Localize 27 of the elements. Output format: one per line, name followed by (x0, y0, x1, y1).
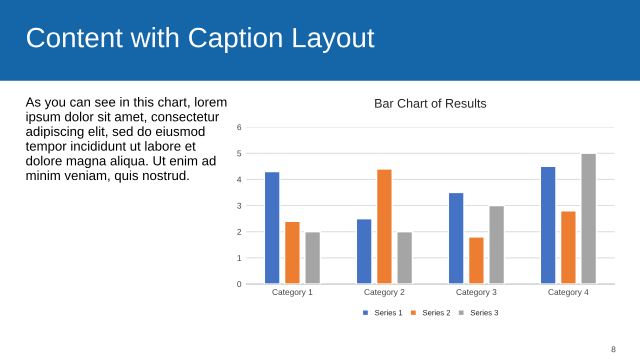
bar (264, 170, 281, 284)
bar (560, 210, 577, 284)
text: 8 (612, 346, 616, 352)
x-tick-label: Category 1 (272, 289, 312, 297)
y-tick-label: 4 (237, 176, 242, 182)
y-tick-label: 2 (237, 228, 242, 235)
bar (304, 231, 322, 284)
bar (448, 192, 465, 284)
y-tick-label: 0 (237, 281, 242, 288)
y-tick-label: 5 (237, 150, 242, 156)
chart-title: Bar Chart of Results (375, 98, 486, 108)
y-tick-label: 3 (237, 202, 242, 209)
y-tick-label: 1 (238, 255, 242, 261)
bar (376, 168, 393, 284)
x-tick-label: Category 2 (364, 289, 404, 297)
bar (396, 231, 414, 284)
x-tick-label: Category 4 (548, 289, 589, 297)
bar (580, 152, 598, 284)
bar (540, 166, 557, 284)
bar (284, 220, 301, 284)
text: As you can see in this chart, lorem ipsum dolor sit amet, consectetur adipiscing elit, sed do eiusmod tempor incididunt ut labore et dolore magna aliqua. Ut enim ad minim veniam, quis nostrud. (26, 97, 226, 183)
bar (468, 236, 485, 284)
bar (356, 218, 373, 284)
bar (488, 204, 506, 284)
y-tick-label: 6 (237, 124, 242, 130)
x-tick-label: Category 3 (456, 289, 496, 297)
text: Content with Caption Layout (27, 27, 374, 53)
